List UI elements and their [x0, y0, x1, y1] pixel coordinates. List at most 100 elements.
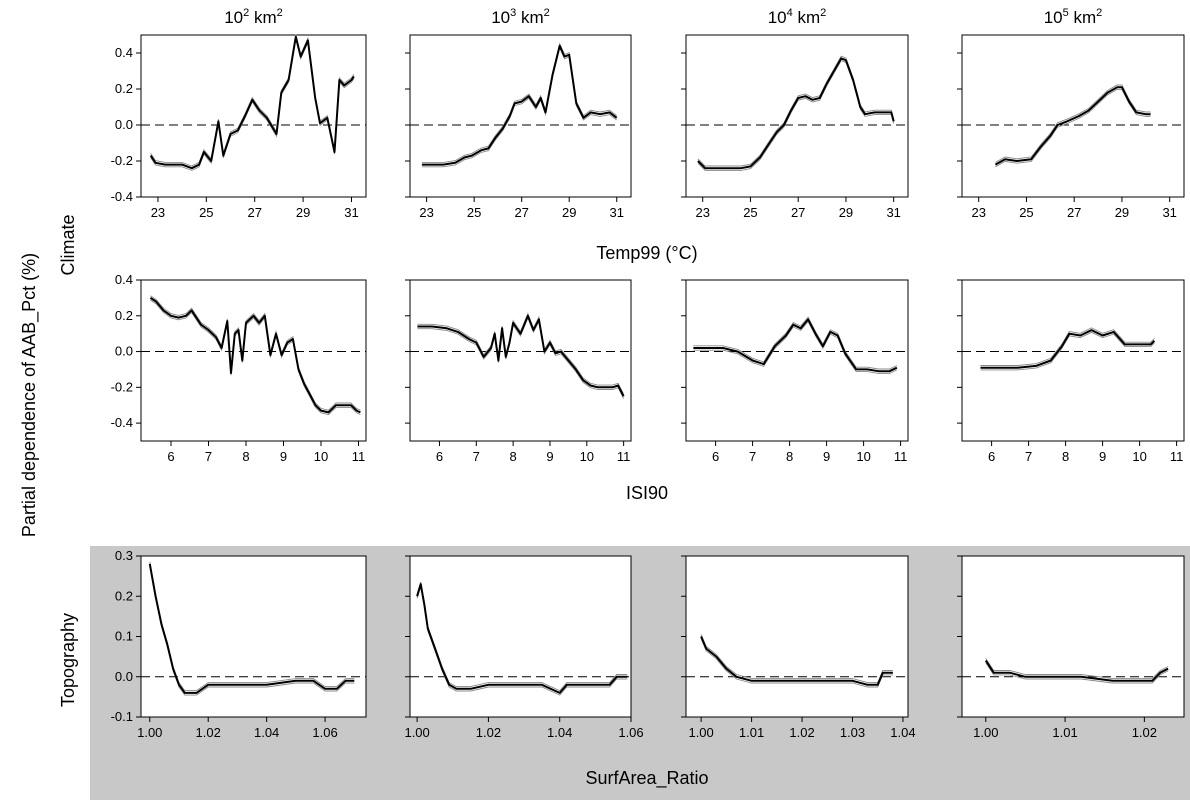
x-tick-label: 8 — [242, 449, 249, 464]
x-tick-label: 8 — [1062, 449, 1069, 464]
x-tick-label: 1.02 — [789, 725, 814, 740]
x-tick-label: 1.02 — [1132, 725, 1157, 740]
upper-band-line — [697, 55, 895, 167]
x-tick-label: 29 — [1115, 205, 1129, 220]
upper-band-line — [980, 327, 1155, 366]
plot-frame — [409, 279, 632, 442]
partial-dependence-line — [417, 314, 625, 397]
row-label-topography: Topography — [58, 613, 78, 707]
x-tick-label: 25 — [743, 205, 757, 220]
plot-frame — [685, 279, 909, 442]
upper-band-line — [693, 316, 898, 370]
y-tick-label: 0.0 — [115, 117, 133, 132]
partial-dependence-line — [693, 318, 898, 373]
partial-dependence-line — [984, 660, 1169, 682]
x-tick-label: 1.04 — [547, 725, 572, 740]
y-tick-label: 0.2 — [115, 308, 133, 323]
x-tick-label: 1.06 — [312, 725, 337, 740]
x-tick-label: 11 — [1170, 449, 1184, 464]
plot-frame — [961, 555, 1185, 718]
panel-r2-c3: 6 7 8 9 10 11 — [681, 279, 909, 464]
x-tick-label: 1.00 — [973, 725, 998, 740]
x-tick-label: 11 — [894, 449, 908, 464]
x-tick-label: 31 — [610, 205, 624, 220]
x-tick-label: 1.03 — [840, 725, 865, 740]
plot-frame — [140, 555, 367, 718]
x-tick-label: 7 — [473, 449, 480, 464]
x-tick-label: 29 — [562, 205, 576, 220]
x-tick-label: 9 — [280, 449, 287, 464]
x-tick-label: 23 — [971, 205, 985, 220]
upper-band-line — [985, 658, 1169, 680]
y-tick-label: -0.1 — [111, 709, 133, 724]
upper-band-line — [150, 295, 361, 411]
plot-frame — [685, 555, 909, 718]
partial-dependence-line — [416, 583, 628, 694]
x-axis-title-3: SurfArea_Ratio — [585, 768, 708, 789]
x-tick-label: 1.00 — [688, 725, 713, 740]
x-tick-label: 23 — [419, 205, 433, 220]
x-tick-label: 10 — [1132, 449, 1146, 464]
column-title-1: 102 km2 — [224, 7, 283, 27]
panel-r1-c3: 23 25 27 29 31 — [681, 34, 909, 220]
row-label-climate: Climate — [58, 214, 78, 275]
column-title-2: 103 km2 — [491, 7, 550, 27]
x-tick-label: 23 — [695, 205, 709, 220]
x-tick-label: 29 — [296, 205, 310, 220]
x-tick-label: 31 — [344, 205, 358, 220]
y-tick-label: 0.0 — [115, 669, 133, 684]
x-tick-label: 1.02 — [476, 725, 501, 740]
y-tick-label: 0.1 — [115, 629, 133, 644]
panel-r3-c1: 1.00 1.02 1.04 1.06 -0.1 0.0 0.1 0.2 0.3 — [111, 548, 367, 740]
y-tick-label: 0.4 — [115, 45, 133, 60]
panel-r3-c3: 1.00 1.01 1.02 1.03 1.04 — [681, 555, 916, 740]
lower-band-line — [985, 662, 1169, 684]
panel-r2-c2: 6 7 8 9 10 11 — [405, 279, 632, 464]
y-tick-label: 0.3 — [115, 548, 133, 563]
lower-band-line — [980, 331, 1155, 371]
x-axis-title-2: ISI90 — [626, 483, 668, 503]
x-tick-label: 7 — [1025, 449, 1032, 464]
x-tick-label: 31 — [886, 205, 900, 220]
x-tick-label: 27 — [514, 205, 528, 220]
x-tick-label: 27 — [791, 205, 805, 220]
x-tick-label: 9 — [823, 449, 830, 464]
partial-dependence-line — [148, 563, 355, 694]
plot-frame — [685, 34, 909, 198]
plot-frame — [409, 34, 632, 198]
partial-dependence-line — [149, 297, 361, 414]
plot-frame — [140, 279, 367, 442]
x-tick-label: 6 — [712, 449, 719, 464]
x-axis-titles: Temp99 (°C) ISI90 SurfArea_Ratio — [585, 243, 708, 789]
plot-frame — [961, 34, 1185, 198]
x-tick-label: 27 — [247, 205, 261, 220]
partial-dependence-line — [697, 57, 895, 170]
x-tick-label: 10 — [580, 449, 594, 464]
column-title-3: 104 km2 — [768, 7, 827, 27]
panel-r1-c1: 23 25 27 29 31 -0.4 -0.2 0.0 0.2 0.4 — [111, 34, 367, 220]
x-tick-label: 6 — [167, 449, 174, 464]
x-tick-label: 7 — [749, 449, 756, 464]
lower-band-line — [150, 299, 361, 416]
x-tick-label: 1.00 — [404, 725, 429, 740]
y-tick-label: -0.2 — [111, 379, 133, 394]
x-tick-label: 6 — [436, 449, 443, 464]
x-tick-label: 23 — [151, 205, 165, 220]
y-tick-label: -0.2 — [111, 153, 133, 168]
column-titles: 102 km2 103 km2 104 km2 105 km2 — [224, 7, 1102, 27]
x-tick-label: 25 — [467, 205, 481, 220]
y-tick-label: 0.2 — [115, 588, 133, 603]
x-axis-title-1: Temp99 (°C) — [596, 243, 697, 263]
y-tick-label: 0.0 — [115, 344, 133, 359]
x-tick-label: 25 — [199, 205, 213, 220]
lower-band-line — [697, 60, 895, 171]
y-tick-label: -0.4 — [111, 189, 133, 204]
x-tick-label: 1.04 — [254, 725, 279, 740]
partial-dependence-line — [994, 86, 1151, 166]
x-tick-label: 11 — [352, 449, 366, 464]
y-tick-label: 0.4 — [115, 272, 133, 287]
plot-frame — [140, 34, 367, 198]
panel-r2-c4: 6 7 8 9 10 11 — [957, 279, 1185, 464]
panel-r3-c4: 1.00 1.01 1.02 — [957, 555, 1185, 740]
